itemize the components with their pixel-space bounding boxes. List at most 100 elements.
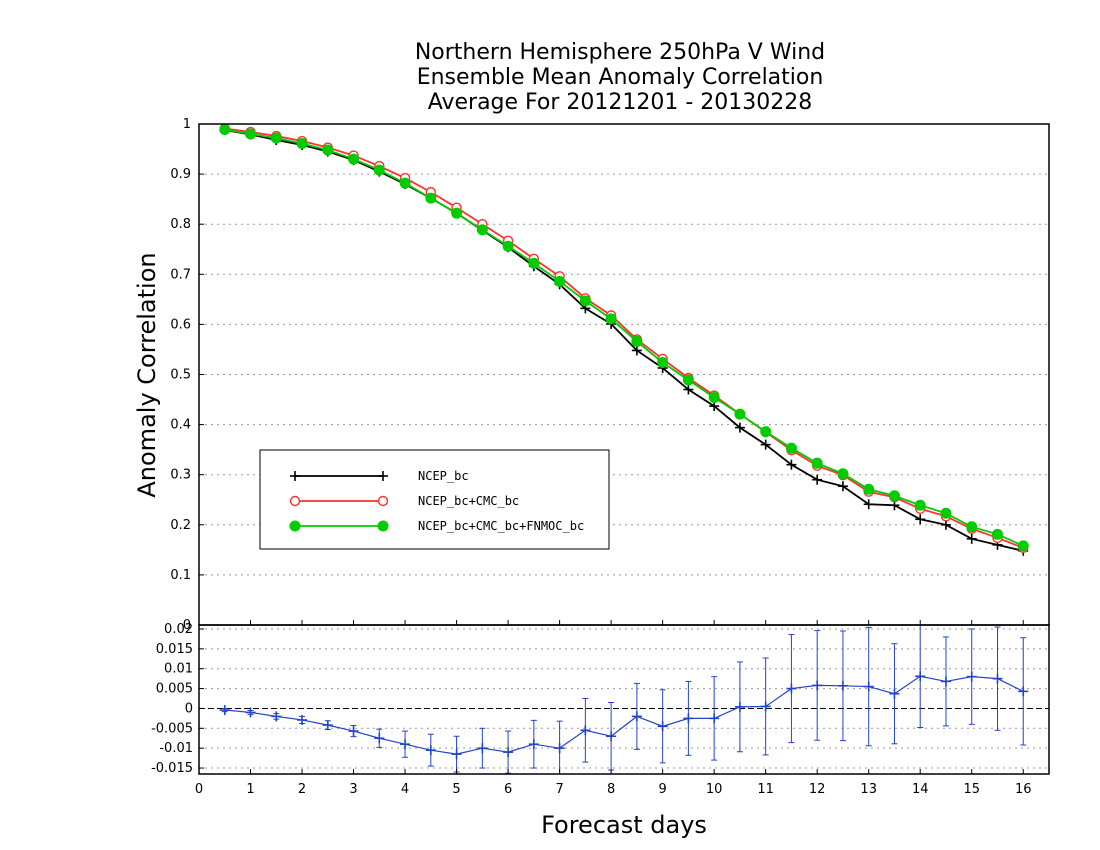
diff-y-tick-label: 0.015 [156,642,193,657]
x-tick-label: 10 [706,782,723,797]
diff-plot: -0.015 -0.01 -0.005 0 0.005 0.01 0.015 0.02 [151,622,1050,776]
diff-series-point [992,673,1003,684]
x-tick-label: 8 [607,782,615,797]
series-point [863,499,874,510]
legend-marker [377,495,389,507]
series-point [425,192,437,204]
series-point [811,457,823,469]
legend-marker [378,471,388,481]
series-point [734,422,745,433]
series-point [631,335,643,347]
main-plot: 0 0.1 0.2 0.3 0.4 0.5 0.6 0.7 0.8 0.9 1 [170,117,1050,633]
diff-y-tick-label: -0.01 [159,741,193,756]
main-series-group [219,123,1029,556]
diff-series-point [657,721,668,732]
series-point [940,507,952,519]
diff-series-point [915,671,926,682]
series-point [657,356,669,368]
diff-series-point [503,747,514,758]
diff-y-tick-label: -0.005 [151,721,193,736]
legend-box [259,449,610,550]
main-y-tick-label: 0.6 [170,317,191,332]
series-point [760,426,772,438]
series-point [270,132,282,144]
diff-y-tick-label: -0.015 [151,761,193,776]
diff-series-point [863,681,874,692]
diff-series-line [224,675,1024,755]
main-y-tick-label: 0.4 [170,418,191,433]
series-point [914,499,926,511]
series-point [837,481,848,492]
diff-series-point [760,701,771,712]
x-tick-label: 1 [246,782,254,797]
series-point [502,240,514,252]
diff-series-point [940,676,951,687]
legend-label: NCEP_bc+CMC_bc [418,494,519,508]
series-3 [219,124,1029,552]
series-point [605,313,617,325]
diff-series-point [554,743,565,754]
main-y-tick-label: 0.2 [170,518,191,533]
diff-plot-frame [198,624,1050,775]
diff-series-point [966,671,977,682]
series-point [296,138,308,150]
x-tick-label: 15 [963,782,980,797]
diff-series-point [271,711,282,722]
series-point [399,177,411,189]
series-point [476,224,488,236]
diff-series-group [219,625,1029,774]
main-gridlines [199,173,1049,576]
legend-item-2: NCEP_bc+CMC_bc [289,494,519,508]
main-y-tick-labels: 0 0.1 0.2 0.3 0.4 0.5 0.6 0.7 0.8 0.9 1 [170,117,204,633]
diff-series-point [812,680,823,691]
main-y-tick-label: 0 [183,618,191,633]
series-point [348,153,360,165]
legend-label: NCEP_bc [418,469,469,483]
series-point [966,533,977,544]
diff-y-tick-label: 0.02 [164,622,193,637]
chart-title: Northern Hemisphere 250hPa V WindEnsembl… [415,40,825,115]
main-y-tick-label: 1 [183,117,191,132]
diff-series-point [400,739,411,750]
series-point [837,468,849,480]
diff-series-point [451,749,462,760]
series-point [863,483,875,495]
main-y-tick-label: 0.9 [170,167,191,182]
series-point [708,392,720,404]
diff-series-point [889,688,900,699]
diff-y-tick-label: 0 [185,701,193,716]
diff-series-point [683,713,694,724]
legend-label: NCEP_bc+CMC_bc+FNMOC_bc [418,519,584,533]
diff-y-tick-labels: -0.015 -0.01 -0.005 0 0.005 0.01 0.015 0.02 [151,622,204,776]
diff-series-point [528,739,539,750]
diff-series-point [1018,686,1029,697]
x-tick-label: 0 [195,782,203,797]
diff-series-point [580,725,591,736]
main-y-tick-label: 0.8 [170,217,191,232]
diff-series-point [606,731,617,742]
series-point [915,514,926,525]
diff-gridlines [199,628,1049,769]
x-tick-label: 6 [504,782,512,797]
series-point [966,521,978,533]
x-tick-label: 2 [298,782,306,797]
chart-title-line-3: Average For 20121201 - 20130228 [428,90,813,115]
main-y-tick-label: 0.1 [170,568,191,583]
x-tick-label: 9 [658,782,666,797]
diff-series-point [786,683,797,694]
legend-marker [377,520,389,532]
diff-series-point [631,711,642,722]
series-point [219,124,231,136]
legend: NCEP_bc NCEP_bc+CMC_bc NCEP_bc+CMC_bc+FNMO… [259,449,610,550]
x-tick-label: 11 [757,782,774,797]
series-point [528,257,540,269]
series-point [734,408,746,420]
series-point [554,275,566,287]
diff-series-point [245,707,256,718]
x-axis-label: Forecast days [541,811,707,839]
series-point [888,490,900,502]
chart-title-line-1: Northern Hemisphere 250hPa V Wind [415,40,825,65]
diff-series-point [837,680,848,691]
diff-series-point [709,713,720,724]
legend-item-1: NCEP_bc [290,469,469,483]
